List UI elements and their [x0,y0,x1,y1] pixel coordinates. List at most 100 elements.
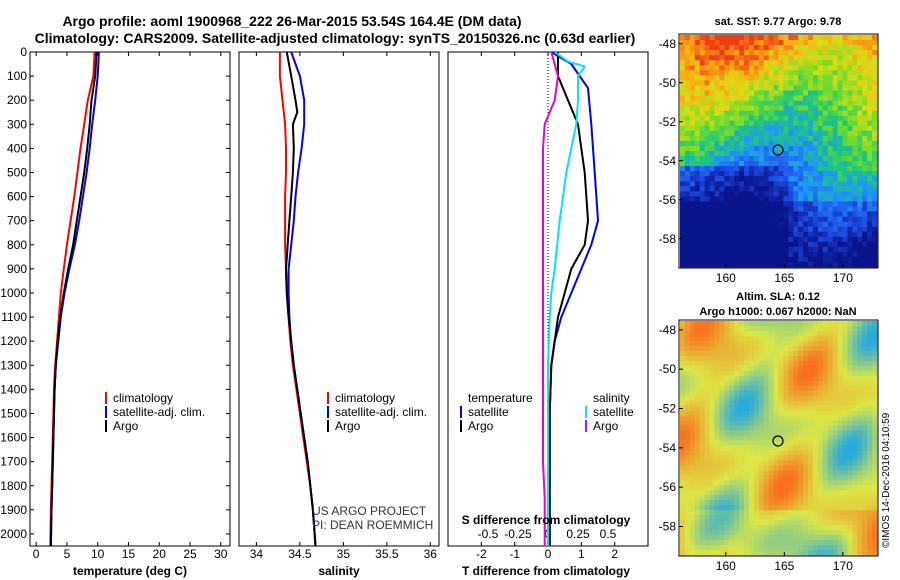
sst-pixel [724,156,730,162]
sla-pixel [862,540,868,546]
sla-pixel [793,415,799,421]
sla-pixel [689,395,696,402]
sla-pixel [783,450,789,456]
sla-pixel [842,370,848,377]
sst-pixel [709,201,715,207]
sla-pixel [837,540,843,546]
sla-pixel [763,345,769,352]
sla-pixel [813,505,819,511]
sst-pixel [684,211,691,217]
sla-pixel [793,450,799,456]
sst-pixel [773,171,779,177]
sla-pixel [753,520,760,526]
sst-pixel [842,196,848,202]
sst-pixel [842,65,848,71]
sla-pixel [734,550,740,556]
sla-pixel [719,425,725,431]
sst-pixel [729,176,735,182]
sst-pixel [808,231,814,238]
sla-pixel [857,495,863,501]
sst-pixel [719,171,725,177]
sst-pixel [694,251,701,258]
sst-pixel [739,201,745,207]
sla-pixel [817,420,824,426]
sla-pixel [763,440,769,446]
sla-pixel [763,445,769,451]
sst-pixel [798,181,804,187]
sst-pixel [768,45,774,51]
sla-pixel [709,331,715,337]
sla-pixel [867,435,873,441]
sst-pixel [852,100,858,106]
sla-pixel [832,380,838,387]
sst-pixel [783,181,789,187]
map-y-tick-label: -54 [659,154,677,168]
sst-pixel [744,45,750,51]
sst-pixel [798,75,804,81]
sst-pixel [729,241,735,248]
sst-pixel [837,221,843,227]
sla-pixel [734,360,740,367]
sst-pixel [753,70,760,76]
sst-pixel [680,140,686,147]
sla-pixel [817,450,824,456]
sla-pixel [842,535,848,541]
sst-pixel [798,236,804,243]
sst-pixel [847,146,853,152]
sst-pixel [719,236,725,243]
sst-pixel [862,135,868,142]
sla-pixel [778,355,784,362]
sst-pixel [867,236,873,243]
sst-pixel [778,95,784,101]
sst-pixel [758,115,765,122]
sst-pixel [813,186,819,192]
sla-pixel [832,385,838,392]
sla-pixel [763,485,769,491]
sla-pixel [744,510,750,516]
sla-pixel [680,515,686,521]
salinity-legend: climatology satellite-adj. clim. Argo [327,391,427,433]
sla-pixel [842,425,848,431]
title-line-1: Argo profile: aoml 1900968_222 26-Mar-20… [62,13,521,29]
sla-pixel [734,385,740,392]
sst-pixel [749,176,755,182]
sst-pixel [768,176,774,182]
sst-pixel [872,146,878,152]
sla-pixel [694,510,701,516]
sst-pixel [709,251,715,258]
sst-pixel [680,221,686,227]
sst-pixel [862,171,868,177]
sst-pixel [857,176,863,182]
sla-pixel [689,370,696,377]
sst-pixel [768,236,774,243]
sla-pixel [749,370,755,377]
sla-pixel [739,425,745,431]
sst-pixel [788,146,794,152]
sst-pixel [689,201,696,207]
sla-pixel [684,450,691,456]
sst-pixel [724,100,730,106]
sla-pixel [744,505,750,511]
sla-pixel [778,350,784,357]
sst-pixel [822,201,829,207]
sla-pixel [753,465,760,471]
sla-pixel [857,480,863,486]
sst-pixel [704,60,710,66]
sst-pixel [714,206,720,212]
sst-pixel [758,186,765,192]
sst-pixel [822,161,829,167]
sst-pixel [783,45,789,51]
sla-pixel [694,450,701,456]
sst-pixel [808,161,814,167]
sla-pixel [842,360,848,367]
sla-pixel [680,460,686,466]
sla-pixel [684,345,691,352]
sla-pixel [689,331,696,337]
sla-pixel [699,470,705,476]
sst-pixel [788,161,794,167]
sla-pixel [837,505,843,511]
sla-pixel [788,435,794,441]
sst-pixel [832,186,838,192]
sst-pixel [798,176,804,182]
sst-pixel [704,80,710,86]
